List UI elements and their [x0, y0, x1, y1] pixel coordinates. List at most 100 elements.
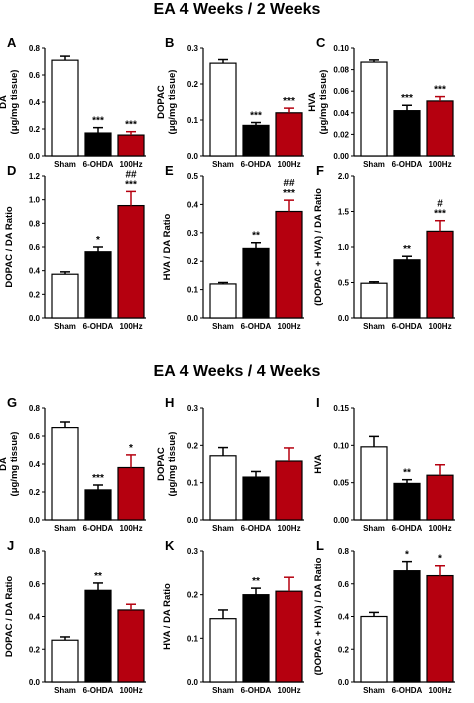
- y-tick-label: 0.15: [333, 404, 349, 413]
- y-axis-label: DA: [0, 457, 9, 471]
- y-tick-label: 0.8: [29, 547, 41, 556]
- category-label: 6-OHDA: [241, 160, 272, 169]
- bar-sham: [360, 446, 388, 521]
- category-label: Sham: [363, 322, 385, 331]
- bar-sham: [51, 427, 79, 521]
- section-title-4-weeks: EA 4 Weeks / 4 Weeks: [154, 363, 321, 380]
- category-label: Sham: [363, 524, 385, 533]
- panel-label: B: [165, 35, 174, 50]
- significance-label: #: [437, 199, 443, 210]
- y-tick-label: 0.3: [187, 229, 199, 238]
- significance-label: **: [94, 571, 102, 582]
- bar-6ohda: [393, 110, 421, 157]
- y-tick-label: 0.0: [338, 314, 350, 323]
- panel-f: F 0.0 0.5 1.0 1.5 2.0 (DOPAC + HVA) / DA Ratio…: [313, 163, 455, 331]
- significance-label: **: [252, 231, 260, 242]
- bar-100hz: [275, 460, 303, 521]
- y-tick-label: 0.2: [29, 290, 41, 299]
- bar-100hz: [275, 210, 303, 319]
- category-label: 6-OHDA: [392, 160, 423, 169]
- bar-6ohda: [242, 594, 270, 683]
- panel-label: D: [7, 163, 16, 178]
- panel-i: I 0.00 0.05 0.10 0.15 HVA Sham 6-OHDA ** 100Hz: [313, 395, 455, 533]
- bar-sham: [209, 283, 237, 319]
- bar-sham: [209, 618, 237, 683]
- panel-a: A 0.0 0.2 0.4 0.6 0.8 DA (μg/mg tissue) Sham 6-OH…: [0, 35, 146, 169]
- y-tick-label: 0.0: [187, 516, 199, 525]
- y-tick-label: 0.2: [187, 257, 199, 266]
- y-tick-label: 1.2: [29, 172, 41, 181]
- y-axis-label: HVA / DA Ratio: [162, 583, 173, 650]
- bar-sham: [51, 639, 79, 683]
- bar-6ohda: [393, 482, 421, 521]
- y-tick-label: 0.4: [29, 613, 41, 622]
- category-label: 6-OHDA: [241, 524, 272, 533]
- y-tick-label: 0.3: [187, 404, 199, 413]
- y-tick-label: 0.4: [187, 200, 199, 209]
- significance-label: ***: [92, 116, 104, 127]
- y-axis-label: (μg/mg tissue): [167, 70, 178, 135]
- category-label: 100Hz: [277, 160, 300, 169]
- panel-d: D 0.0 0.2 0.4 0.6 0.8 1.0 1.2 DOPAC / DA Ratio Sh…: [4, 163, 146, 331]
- y-axis-label: (DOPAC + HVA) / DA Ratio: [313, 557, 324, 675]
- significance-label: ***: [125, 179, 137, 190]
- category-label: 6-OHDA: [392, 322, 423, 331]
- y-tick-label: 0.08: [333, 66, 349, 75]
- category-label: 100Hz: [119, 160, 142, 169]
- y-tick-label: 0.6: [29, 243, 41, 252]
- y-axis-label: DOPAC: [156, 447, 167, 481]
- bar-6ohda: [84, 489, 112, 521]
- y-tick-label: 0.1: [187, 479, 199, 488]
- panel-label: C: [316, 35, 326, 50]
- bar-sham: [209, 455, 237, 521]
- y-tick-label: 0.2: [29, 125, 41, 134]
- significance-label: ***: [401, 93, 413, 104]
- y-tick-label: 0.6: [29, 71, 41, 80]
- panel-label: H: [165, 395, 174, 410]
- y-axis-label: (μg/mg tissue): [9, 432, 20, 497]
- significance-label: **: [403, 468, 411, 479]
- category-label: 6-OHDA: [392, 524, 423, 533]
- category-label: 6-OHDA: [83, 686, 114, 695]
- bar-sham: [51, 59, 79, 157]
- bar-100hz: [117, 134, 145, 157]
- category-label: 100Hz: [428, 686, 451, 695]
- bar-100hz: [117, 204, 145, 319]
- y-tick-label: 0.2: [338, 645, 350, 654]
- y-tick-label: 0.5: [338, 279, 350, 288]
- category-label: 6-OHDA: [83, 160, 114, 169]
- y-tick-label: 2.0: [338, 172, 350, 181]
- y-tick-label: 0.00: [333, 152, 349, 161]
- y-tick-label: 0.2: [187, 591, 199, 600]
- y-tick-label: 0.10: [333, 44, 349, 53]
- y-tick-label: 0.8: [29, 219, 41, 228]
- significance-label: ***: [250, 111, 262, 122]
- significance-label: ##: [283, 178, 295, 189]
- category-label: 100Hz: [119, 524, 142, 533]
- category-label: 100Hz: [428, 160, 451, 169]
- y-tick-label: 0.2: [187, 441, 199, 450]
- y-tick-label: 0.1: [187, 634, 199, 643]
- bar-100hz: [426, 230, 454, 319]
- y-tick-label: 0.06: [333, 87, 349, 96]
- y-tick-label: 0.4: [29, 98, 41, 107]
- y-axis-label: (μg/mg tissue): [9, 70, 20, 135]
- category-label: 100Hz: [277, 524, 300, 533]
- panels: A0.00.20.40.60.8DA (μg/mg tissue)Sham 6-OH…: [0, 35, 455, 695]
- y-tick-label: 0.0: [29, 516, 41, 525]
- y-tick-label: 0.2: [29, 645, 41, 654]
- panel-j: J 0.0 0.2 0.4 0.6 0.8 DOPAC / DA Ratio Sham 6-OH…: [4, 538, 146, 695]
- y-tick-label: 0.8: [29, 44, 41, 53]
- bar-6ohda: [242, 476, 270, 521]
- panel-c: C 0.00 0.02 0.04 0.06 0.08 0.10 HVA (μg/mg tissu…: [307, 35, 455, 169]
- y-tick-label: 0.04: [333, 109, 349, 118]
- y-tick-label: 0.6: [29, 432, 41, 441]
- y-axis-label: HVA: [307, 92, 318, 111]
- category-label: Sham: [212, 160, 234, 169]
- bar-sham: [360, 615, 388, 683]
- panel-label: K: [165, 538, 175, 553]
- y-tick-label: 0.4: [29, 460, 41, 469]
- category-label: Sham: [54, 160, 76, 169]
- bar-6ohda: [393, 259, 421, 319]
- y-tick-label: 0.6: [338, 580, 350, 589]
